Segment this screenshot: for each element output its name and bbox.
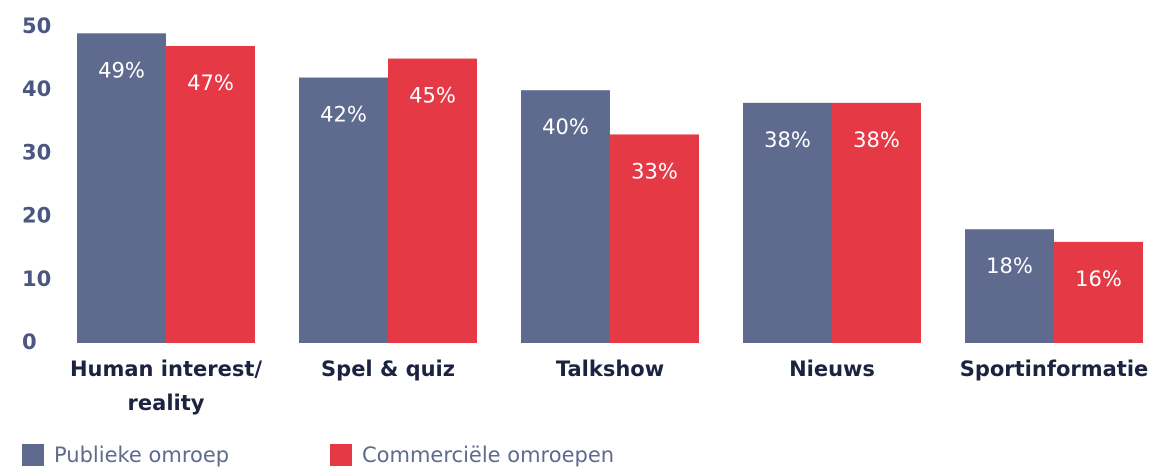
legend-swatch: [22, 444, 44, 466]
bar: [521, 90, 610, 343]
value-label: 18%: [986, 254, 1033, 278]
y-tick-label: 50: [22, 14, 51, 38]
x-tick-label: Nieuws: [789, 357, 875, 381]
y-tick-label: 20: [22, 204, 51, 228]
y-tick-label: 40: [22, 77, 51, 101]
legend-swatch: [330, 444, 352, 466]
y-tick-label: 10: [22, 267, 51, 291]
legend-label: Commerciële omroepen: [362, 443, 614, 467]
bar: [743, 102, 832, 343]
value-label: 38%: [764, 128, 811, 152]
bar: [77, 33, 166, 343]
x-tick-label: Human interest/ reality: [69, 357, 263, 415]
value-label: 38%: [853, 128, 900, 152]
x-tick-label: Sportinformatie: [959, 357, 1149, 381]
value-label: 16%: [1075, 267, 1122, 291]
y-tick-label: 30: [22, 140, 51, 164]
y-tick-label: 0: [22, 330, 37, 354]
bar: [832, 102, 921, 343]
bar: [965, 229, 1054, 343]
bar: [610, 134, 699, 343]
value-label: 40%: [542, 115, 589, 139]
bar: [299, 77, 388, 343]
x-tick-label: Talkshow: [555, 357, 665, 381]
x-tick-label: Spel & quiz: [321, 357, 455, 381]
bar: [166, 45, 255, 344]
value-label: 45%: [409, 84, 456, 108]
bar: [388, 58, 477, 343]
value-label: 49%: [98, 58, 145, 82]
value-label: 47%: [187, 71, 234, 95]
legend-label: Publieke omroep: [54, 443, 229, 467]
value-label: 42%: [320, 103, 367, 127]
value-label: 33%: [631, 159, 678, 183]
bar: [1054, 241, 1143, 343]
